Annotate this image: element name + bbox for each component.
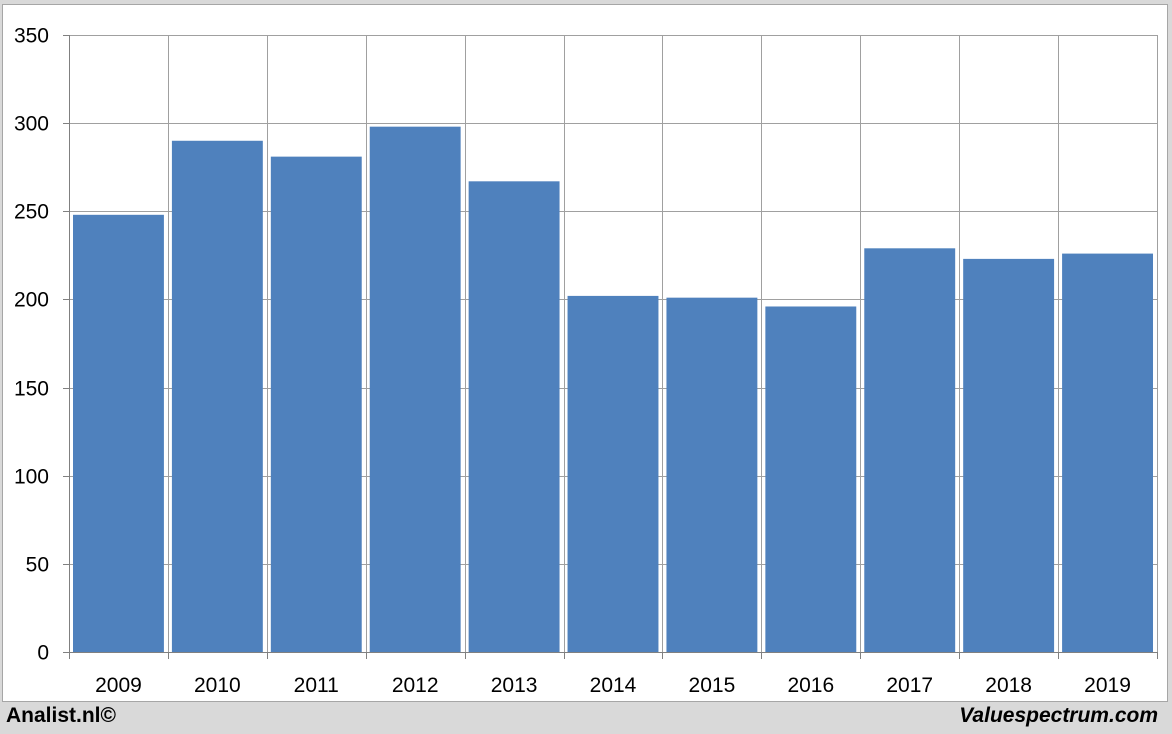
x-tick-label-2013: 2013 xyxy=(491,674,538,697)
x-tick-label-2016: 2016 xyxy=(787,674,834,697)
x-tick-label-2018: 2018 xyxy=(985,674,1032,697)
y-tick-label-100: 100 xyxy=(14,466,49,489)
bar-layer xyxy=(73,126,1153,652)
x-tick-label-2015: 2015 xyxy=(689,674,736,697)
x-tick-label-2012: 2012 xyxy=(392,674,439,697)
bar-chart: 0 50 100 150 200 250 300 350 2009 2010 2011 2012 201… xyxy=(14,25,1158,698)
y-tick-label-300: 300 xyxy=(14,113,49,136)
y-tick-label-250: 250 xyxy=(14,201,49,224)
footer-source-right: Valuespectrum.com xyxy=(959,704,1158,727)
x-tick-label-2014: 2014 xyxy=(590,674,637,697)
y-tick-label-0: 0 xyxy=(37,642,49,665)
bar-2010 xyxy=(171,140,263,652)
x-tick-label-2009: 2009 xyxy=(95,674,142,697)
x-tick-label-2019: 2019 xyxy=(1084,674,1131,697)
axis-layer xyxy=(63,35,1158,659)
y-tick-label-350: 350 xyxy=(14,25,49,48)
chart-frame: 0 50 100 150 200 250 300 350 2009 2010 2011 2012 201… xyxy=(2,4,1168,702)
bar-2014 xyxy=(567,295,659,652)
bar-2017 xyxy=(864,248,956,652)
y-tick-label-150: 150 xyxy=(14,378,49,401)
label-layer: 0 50 100 150 200 250 300 350 2009 2010 2011 2012 201… xyxy=(14,25,1131,698)
x-tick-label-2011: 2011 xyxy=(294,674,339,697)
bar-2009 xyxy=(73,214,164,652)
bar-2019 xyxy=(1062,253,1153,652)
y-tick-label-200: 200 xyxy=(14,289,49,312)
bar-2016 xyxy=(765,306,857,652)
x-tick-label-2010: 2010 xyxy=(194,674,241,697)
bar-2012 xyxy=(369,126,461,652)
x-tick-label-2017: 2017 xyxy=(886,674,933,697)
bar-2013 xyxy=(468,181,560,652)
bar-2018 xyxy=(963,258,1055,652)
bar-2011 xyxy=(270,156,362,652)
footer-source-left: Analist.nl© xyxy=(6,704,116,727)
y-tick-label-50: 50 xyxy=(26,554,49,577)
bar-2015 xyxy=(666,297,758,652)
